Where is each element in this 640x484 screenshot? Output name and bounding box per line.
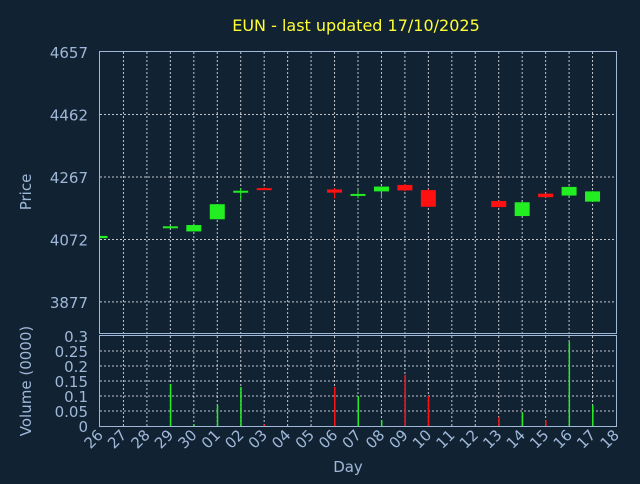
day-tick-label: 29: [151, 426, 177, 452]
day-tick-label: 01: [198, 426, 224, 452]
volume-panel-frame: [99, 335, 617, 427]
day-tick-label: 04: [268, 426, 294, 452]
volume-bar: [521, 412, 524, 426]
candle-body-up: [162, 226, 178, 229]
volume-bar: [427, 396, 430, 426]
volume-bars: [169, 342, 594, 426]
volume-bar: [592, 405, 594, 426]
volume-axis: 0.30.250.20.150.10.050: [55, 328, 88, 436]
day-tick-label: 12: [456, 426, 482, 452]
day-tick-label: 13: [479, 426, 505, 452]
day-axis-title: Day: [333, 458, 363, 476]
volume-tick-label: 0: [78, 418, 88, 436]
price-tick-label: 4462: [50, 106, 88, 124]
candle-body-up: [585, 191, 601, 202]
day-tick-label: 27: [104, 426, 130, 452]
day-tick-label: 09: [386, 426, 412, 452]
day-tick-label: 17: [573, 426, 599, 452]
day-tick-label: 11: [432, 426, 458, 452]
candle-body-up: [100, 235, 108, 239]
volume-tick-label: 0.3: [64, 328, 88, 346]
volume-bar: [216, 405, 219, 426]
candle-body-down: [420, 190, 436, 207]
volume-tick-label: 0.05: [55, 403, 88, 421]
volume-bar: [357, 396, 359, 426]
price-tick-label: 3877: [50, 294, 88, 312]
price-tick-label: 4657: [50, 44, 88, 62]
volume-tick-label: 0.1: [64, 388, 88, 406]
volume-axis-title: Volume (0000): [17, 326, 35, 436]
day-tick-label: 15: [526, 426, 552, 452]
day-tick-label: 16: [550, 426, 576, 452]
volume-bar: [498, 417, 500, 426]
day-tick-label: 10: [409, 426, 435, 452]
price-panel-frame: [99, 51, 617, 334]
day-tick-label: 03: [245, 426, 271, 452]
candle-body-up: [373, 186, 389, 192]
volume-bar: [334, 387, 336, 426]
volume-bar: [193, 424, 195, 426]
chart-title: EUN - last updated 17/10/2025: [232, 16, 480, 35]
day-tick-label: 06: [315, 426, 341, 452]
volume-bar: [545, 420, 547, 426]
price-axis-title: Price: [17, 174, 35, 211]
volume-bar: [263, 424, 266, 426]
candle-body-up: [350, 193, 366, 196]
candle-body-up: [233, 190, 249, 193]
candle-body-down: [327, 189, 343, 193]
day-axis: 2627282930010203040506070809101112131415…: [81, 426, 623, 452]
day-tick-label: 14: [503, 426, 529, 452]
price-tick-label: 4072: [50, 231, 88, 249]
volume-bar: [404, 375, 406, 426]
grid-layer: [100, 52, 616, 426]
candle-body-down: [256, 188, 272, 191]
price-candles: [99, 184, 601, 239]
day-tick-label: 02: [221, 426, 247, 452]
candle-body-up: [186, 225, 202, 232]
volume-tick-label: 0.15: [55, 373, 88, 391]
volume-bar: [240, 387, 242, 426]
candle-body-down: [491, 200, 507, 208]
day-tick-label: 08: [362, 426, 388, 452]
day-tick-label: 30: [174, 426, 200, 452]
volume-bar: [568, 342, 571, 426]
volume-tick-label: 0.2: [64, 358, 88, 376]
day-tick-label: 07: [339, 426, 365, 452]
day-tick-label: 05: [292, 426, 318, 452]
candle-body-up: [561, 186, 577, 196]
day-tick-label: 28: [128, 426, 154, 452]
price-tick-label: 4267: [50, 169, 88, 187]
candle-body-up: [209, 204, 225, 220]
candle-body-down: [397, 184, 413, 191]
day-tick-label: 18: [597, 426, 623, 452]
volume-bar: [380, 420, 383, 426]
price-axis: 4657 4462 4267 4072 3877: [50, 44, 88, 312]
candle-body-up: [514, 202, 530, 217]
candle-body-down: [538, 193, 554, 198]
volume-tick-label: 0.25: [55, 343, 88, 361]
volume-bar: [169, 384, 172, 426]
